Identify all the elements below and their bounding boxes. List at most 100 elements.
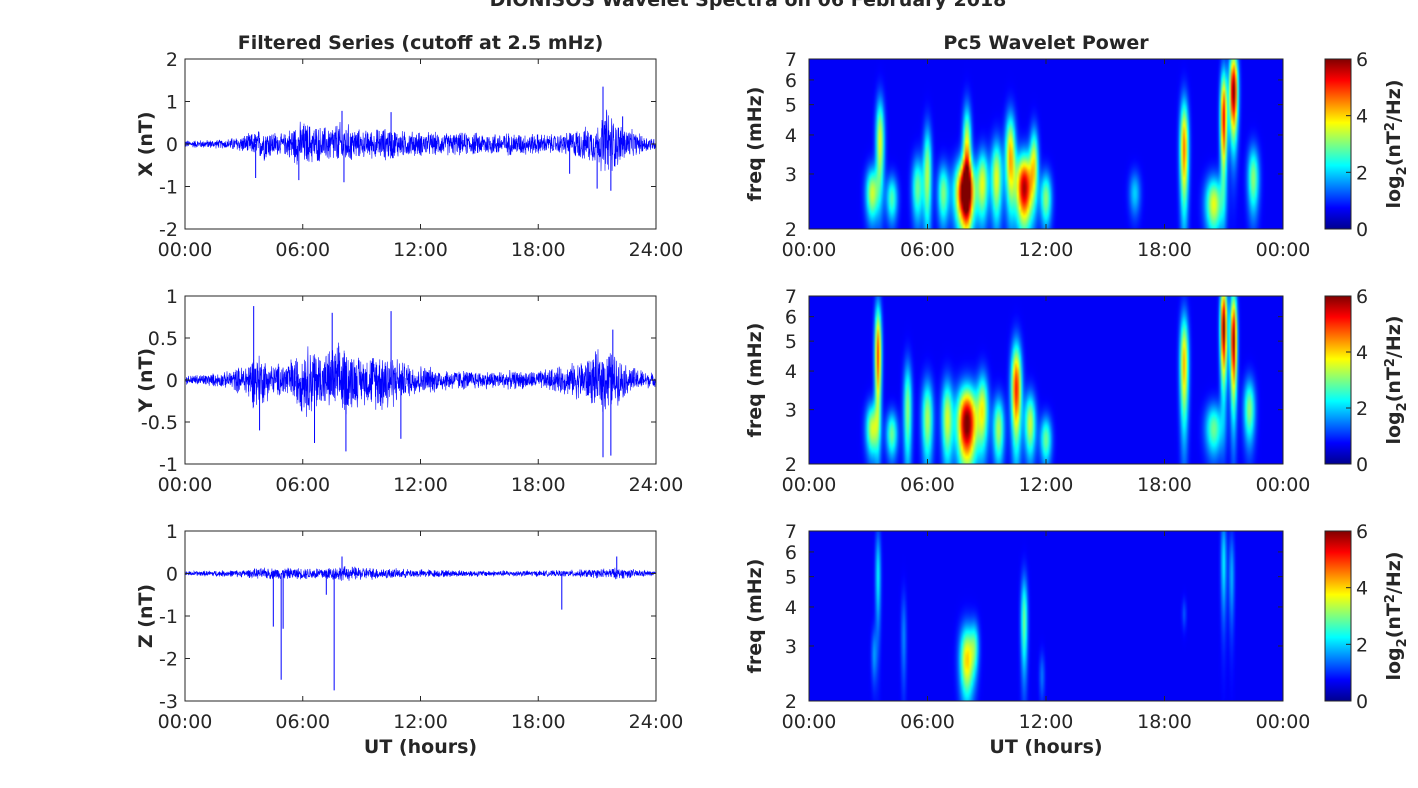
x-tick-label: 12:00	[1019, 239, 1074, 261]
y-tick-label: -2	[159, 649, 178, 671]
colorbar-tick-label: 2	[1356, 398, 1368, 420]
colorbar: 0 2 4 6 log2(nT2/Hz)	[1324, 521, 1410, 713]
colorbar-tick-label: 0	[1356, 454, 1368, 476]
timeseries-panel-1: -2 -1 0 1 2 00:00 06:00 12:00 18:00 24:00 X (nT) Fi…	[135, 32, 683, 261]
x-tick-label: 06:00	[275, 474, 330, 496]
wavelet-power-image	[809, 531, 1283, 701]
y-tick-label: 4	[785, 361, 797, 383]
timeseries-panel-3: -3 -2 -1 0 1 00:00 06:00 12:00 18:00 24:00 Z (nT) U…	[135, 521, 683, 758]
x-tick-label: 24:00	[629, 239, 684, 261]
y-tick-label: 1	[166, 286, 178, 308]
x-tick-label: 18:00	[511, 711, 566, 733]
colorbar: 0 2 4 6 log2(nT2/Hz)	[1324, 49, 1410, 241]
y-tick-label: 2	[785, 219, 797, 241]
y-tick-label: -2	[159, 219, 178, 241]
x-tick-label: 00:00	[158, 474, 213, 496]
y-tick-label: -1	[159, 454, 178, 476]
y-tick-label: 5	[785, 95, 797, 117]
wavelet-power-image	[809, 59, 1283, 229]
x-tick-label: 18:00	[511, 474, 566, 496]
y-tick-label: 5	[785, 331, 797, 353]
colorbar-tick-label: 6	[1356, 521, 1368, 543]
x-tick-label: 00:00	[158, 239, 213, 261]
x-axis-label: UT (hours)	[364, 736, 477, 758]
x-tick-label: 06:00	[900, 239, 955, 261]
panel-title: Filtered Series (cutoff at 2.5 mHz)	[238, 32, 604, 54]
x-tick-label: 00:00	[1256, 239, 1311, 261]
x-tick-label: 00:00	[158, 711, 213, 733]
x-tick-label: 18:00	[1137, 474, 1192, 496]
x-tick-label: 24:00	[629, 474, 684, 496]
timeseries-panel-2: -1 -0.5 0 0.5 1 00:00 06:00 12:00 18:00 24:00 Y (n…	[135, 286, 683, 496]
y-axis-label: freq (mHz)	[744, 323, 766, 438]
x-tick-label: 12:00	[393, 239, 448, 261]
colorbar-tick-label: 6	[1356, 49, 1368, 71]
x-axis-label: UT (hours)	[989, 736, 1102, 758]
colorbar-gradient	[1324, 295, 1352, 465]
x-tick-label: 12:00	[393, 711, 448, 733]
x-tick-label: 00:00	[782, 711, 837, 733]
figure-title: DIONISOS Wavelet Spectra on 06 February …	[490, 0, 1007, 11]
y-tick-label: 6	[785, 307, 797, 329]
y-axis-label: freq (mHz)	[744, 559, 766, 674]
y-tick-label: -1	[159, 177, 178, 199]
colorbar-tick-label: 4	[1356, 106, 1368, 128]
y-tick-label: 3	[785, 400, 797, 422]
y-tick-label: 7	[785, 521, 797, 543]
x-tick-label: 12:00	[393, 474, 448, 496]
y-tick-label: 3	[785, 164, 797, 186]
y-tick-label: 1	[166, 92, 178, 114]
colorbar-tick-label: 4	[1356, 578, 1368, 600]
colorbar-tick-label: 4	[1356, 342, 1368, 364]
y-tick-label: 1	[166, 521, 178, 543]
x-tick-label: 18:00	[511, 239, 566, 261]
x-tick-label: 12:00	[1019, 474, 1074, 496]
x-tick-label: 18:00	[1137, 711, 1192, 733]
x-tick-label: 00:00	[782, 239, 837, 261]
x-tick-label: 00:00	[1256, 474, 1311, 496]
y-tick-label: 2	[166, 49, 178, 71]
colorbar-tick-label: 0	[1356, 691, 1368, 713]
x-tick-label: 06:00	[275, 711, 330, 733]
y-tick-label: 7	[785, 286, 797, 308]
colorbar-gradient	[1324, 530, 1352, 702]
y-axis-label: X (nT)	[135, 111, 157, 176]
x-tick-label: 18:00	[1137, 239, 1192, 261]
y-tick-label: 2	[785, 691, 797, 713]
colorbar-tick-label: 2	[1356, 162, 1368, 184]
y-tick-label: 4	[785, 125, 797, 147]
y-tick-label: 0	[166, 370, 178, 392]
y-axis-label: Z (nT)	[135, 584, 157, 648]
y-tick-label: 0.5	[148, 328, 178, 350]
x-tick-label: 12:00	[1019, 711, 1074, 733]
y-tick-label: 6	[785, 542, 797, 564]
y-tick-label: 4	[785, 597, 797, 619]
x-tick-label: 06:00	[900, 711, 955, 733]
y-tick-label: 0	[166, 134, 178, 156]
y-tick-label: -1	[159, 606, 178, 628]
colorbar-label: log2(nT2/Hz)	[1383, 315, 1410, 444]
panel-title: Pc5 Wavelet Power	[943, 32, 1149, 54]
x-tick-label: 00:00	[1256, 711, 1311, 733]
x-tick-label: 06:00	[275, 239, 330, 261]
y-axis-label: freq (mHz)	[744, 87, 766, 202]
colorbar-gradient	[1324, 58, 1352, 230]
y-tick-label: 3	[785, 636, 797, 658]
y-tick-label: 6	[785, 70, 797, 92]
y-tick-label: 5	[785, 567, 797, 589]
signal-line	[184, 342, 657, 417]
wavelet-power-image	[809, 296, 1283, 464]
y-tick-label: 0	[166, 564, 178, 586]
signal-line	[184, 109, 657, 172]
y-tick-label: -0.5	[141, 412, 178, 434]
plot-area	[185, 531, 656, 701]
x-tick-label: 24:00	[629, 711, 684, 733]
colorbar: 0 2 4 6 log2(nT2/Hz)	[1324, 286, 1410, 476]
x-tick-label: 00:00	[782, 474, 837, 496]
y-axis-label: Y (nT)	[135, 348, 157, 413]
